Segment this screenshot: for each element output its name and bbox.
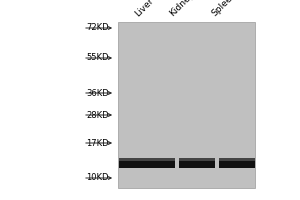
Bar xyxy=(118,22,255,188)
Bar xyxy=(219,158,255,160)
Bar xyxy=(179,158,215,168)
Bar xyxy=(119,158,175,168)
Text: 17KD: 17KD xyxy=(86,138,109,148)
Bar xyxy=(179,158,215,160)
Text: 55KD: 55KD xyxy=(86,53,109,62)
Text: Spleen: Spleen xyxy=(210,0,239,18)
Text: 36KD: 36KD xyxy=(86,88,109,98)
Text: 28KD: 28KD xyxy=(86,110,109,119)
Bar xyxy=(219,158,255,168)
Text: Kidney: Kidney xyxy=(168,0,196,18)
Text: 72KD: 72KD xyxy=(86,23,109,32)
Text: Liver: Liver xyxy=(133,0,155,18)
Text: 10KD: 10KD xyxy=(86,173,109,182)
Bar xyxy=(119,158,175,160)
